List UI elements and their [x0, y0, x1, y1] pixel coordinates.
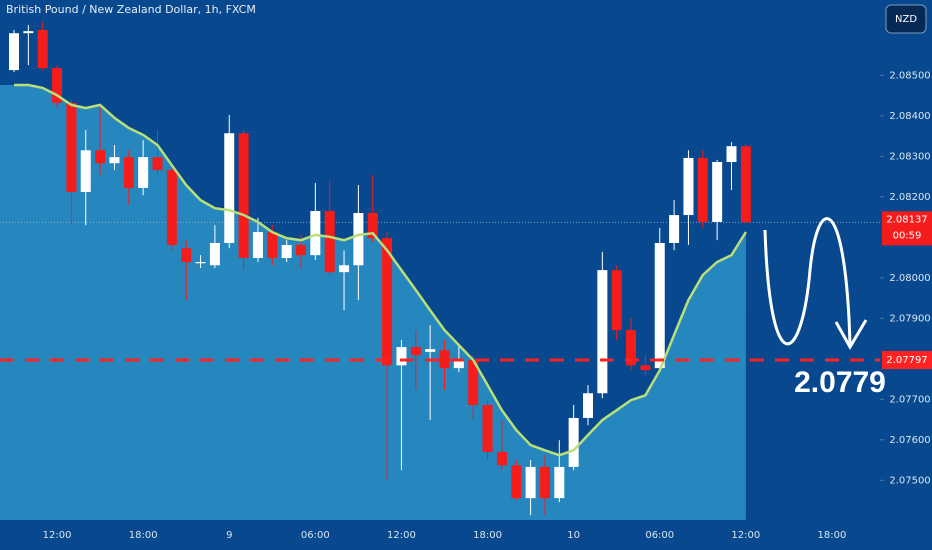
x-tick-label: 12:00: [43, 530, 72, 541]
x-tick-label: 12:00: [387, 530, 416, 541]
candle-body: [611, 270, 622, 331]
candle-body: [123, 157, 134, 188]
y-tick-label: 2.08400: [889, 111, 930, 122]
candle-body: [396, 347, 407, 366]
x-tick-label: 10: [567, 530, 580, 541]
x-tick-label: 9: [226, 530, 232, 541]
candle-body: [195, 262, 206, 264]
candle-body: [281, 245, 292, 258]
candle-body: [95, 150, 106, 164]
forecast-arrow: [763, 217, 852, 346]
x-tick-label: 06:00: [645, 530, 674, 541]
candle-body: [669, 215, 680, 243]
countdown-label: 00:59: [893, 230, 922, 241]
arrow-head: [834, 319, 868, 351]
x-tick-label: 18:00: [818, 530, 847, 541]
candle-body: [296, 245, 306, 256]
candle-body: [324, 210, 335, 273]
candle-body: [238, 133, 249, 258]
candle-body: [726, 146, 737, 162]
candle-body: [66, 102, 77, 192]
candle-body: [138, 157, 149, 188]
candle-body: [554, 466, 565, 499]
candle-body: [109, 157, 120, 164]
candle-body: [683, 157, 694, 216]
x-tick-label: 18:00: [473, 530, 502, 541]
candle-body: [583, 393, 593, 418]
candle-body: [209, 242, 220, 266]
candle-body: [353, 213, 364, 266]
candle-body: [640, 365, 651, 371]
candle-body: [410, 347, 421, 356]
chart-title: British Pound / New Zealand Dollar, 1h, …: [6, 3, 256, 16]
currency-label: NZD: [895, 14, 917, 25]
candle-body: [52, 68, 63, 103]
candle-body: [382, 238, 393, 366]
current-price-box: [882, 211, 932, 246]
x-tick-label: 18:00: [129, 530, 158, 541]
y-tick-label: 2.07600: [889, 435, 930, 446]
candle-body: [23, 31, 34, 34]
y-tick-label: 2.08000: [889, 273, 930, 284]
candle-body: [166, 170, 177, 246]
level-box: [882, 351, 932, 370]
candle-body: [339, 265, 350, 273]
candle-body: [310, 210, 321, 256]
x-tick-label: 12:00: [731, 530, 760, 541]
candle-body: [439, 350, 450, 369]
candle-body: [525, 466, 536, 499]
candle-body: [37, 29, 48, 69]
candle-body: [224, 133, 235, 243]
annotation: 2.0779: [794, 366, 886, 399]
x-tick-label: 06:00: [301, 530, 330, 541]
candle-body: [9, 33, 19, 71]
y-tick-label: 2.07500: [889, 475, 930, 486]
ma-area: [0, 85, 746, 520]
currency-button[interactable]: [885, 4, 927, 34]
candle-body: [511, 465, 522, 499]
candle-body: [539, 466, 550, 499]
candle-body: [740, 146, 751, 223]
candle-body: [712, 161, 723, 222]
candle-body: [482, 404, 493, 452]
y-tick-label: 2.07700: [889, 394, 930, 405]
candle-body: [80, 150, 91, 192]
y-tick-label: 2.07900: [889, 313, 930, 324]
current-price-label: 2.08137: [886, 214, 927, 225]
candle-body: [425, 349, 436, 352]
candle-body: [496, 451, 507, 466]
candle-body: [367, 213, 378, 239]
candle-body: [252, 232, 263, 258]
candle-body: [181, 248, 192, 263]
candle-body: [453, 360, 464, 369]
candle-body: [568, 417, 579, 467]
candle-body: [468, 360, 479, 405]
ma-line: [14, 83, 747, 457]
plot-area: [0, 21, 880, 520]
y-tick-label: 2.08200: [889, 192, 930, 203]
candle-body: [697, 157, 708, 222]
candle-body: [597, 270, 608, 394]
candle-body: [626, 330, 637, 366]
level-label: 2.07797: [886, 355, 927, 366]
y-tick-label: 2.08500: [889, 70, 930, 81]
candle-body: [152, 157, 163, 171]
y-tick-label: 2.08300: [889, 151, 930, 162]
candle-body: [267, 232, 278, 258]
candle-body: [654, 242, 665, 369]
